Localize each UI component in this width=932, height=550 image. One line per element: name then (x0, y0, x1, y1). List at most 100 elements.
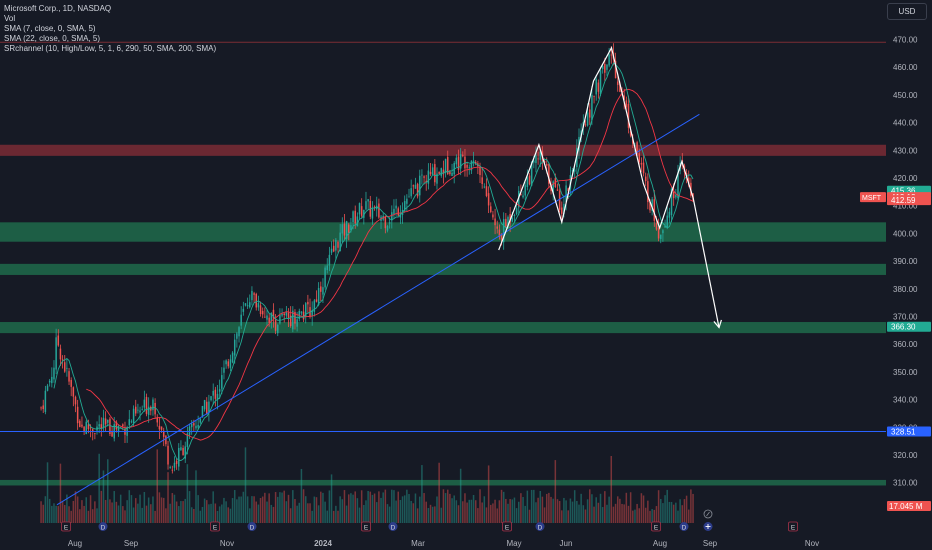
candle (51, 367, 53, 388)
candle-body (98, 424, 100, 427)
legend-srchannel[interactable]: SRchannel (10, High/Low, 5, 1, 6, 290, 5… (4, 44, 217, 53)
volume-bar (386, 504, 389, 523)
candle (335, 237, 337, 260)
candle-body (68, 371, 70, 382)
candle-body (335, 239, 337, 251)
candle (70, 377, 72, 397)
candle-body (363, 209, 365, 218)
candle-body (348, 224, 350, 233)
volume-bar (190, 507, 193, 523)
symbol-badge[interactable]: MSFT (860, 192, 886, 203)
legend-sma22[interactable]: SMA (22, close, 0, SMA, 5) (4, 34, 101, 43)
volume-bar (436, 496, 438, 523)
candle (520, 184, 522, 196)
candle-body (72, 387, 75, 397)
legend-volume[interactable]: Vol (4, 14, 16, 23)
volume-bar (410, 500, 412, 523)
volume-bar (274, 492, 277, 523)
candle-body (251, 290, 253, 301)
volume-bar (636, 503, 638, 523)
candle-body (410, 188, 412, 197)
candle-body (649, 202, 651, 211)
candle (490, 202, 492, 214)
volume-bar (515, 508, 518, 523)
candle-body (522, 195, 524, 198)
volume-bar (373, 493, 376, 523)
add-event-icon[interactable] (703, 522, 713, 531)
volume-bar (356, 498, 359, 523)
candle (363, 209, 365, 225)
candle-body (644, 176, 647, 182)
earnings-marker[interactable]: E (361, 521, 371, 532)
volume-bar (382, 492, 384, 523)
earnings-marker-bg (502, 521, 512, 532)
candle-body (231, 352, 234, 363)
candle-body (139, 410, 141, 413)
legend-title[interactable]: Microsoft Corp., 1D, NASDAQ (4, 4, 112, 13)
volume-bar (178, 506, 180, 523)
candle-body (165, 435, 167, 445)
earnings-marker[interactable]: E (210, 521, 220, 532)
volume-bar (201, 506, 204, 523)
earnings-marker[interactable]: E (61, 521, 71, 532)
split-icon[interactable] (703, 509, 713, 519)
dividend-marker[interactable]: D (535, 522, 545, 532)
volume-bar (565, 500, 567, 523)
candle-body (182, 447, 184, 456)
currency-button[interactable]: USD (887, 3, 927, 20)
dividend-marker[interactable]: D (388, 522, 398, 532)
dividend-marker[interactable]: D (98, 522, 108, 532)
candle (117, 424, 120, 437)
candle-body (479, 166, 481, 176)
candle (225, 359, 227, 369)
volume-bar (218, 506, 221, 523)
volume-bar (464, 493, 466, 523)
volume-bar (632, 510, 634, 523)
dividend-marker[interactable]: D (247, 522, 257, 532)
candle-body (449, 171, 451, 175)
volume-bar (595, 497, 597, 523)
candle (412, 184, 415, 195)
earnings-marker[interactable]: E (502, 521, 512, 532)
candle-body (122, 424, 124, 427)
candle-body (199, 418, 202, 423)
event-marker-letter: E (505, 525, 510, 532)
candle-body (283, 313, 285, 316)
x-tick-label: Sep (703, 539, 718, 548)
volume-bar (154, 510, 156, 523)
candle-body (160, 426, 163, 430)
volume-bar (612, 506, 615, 523)
candle-body (320, 286, 322, 292)
volume-bar (89, 495, 92, 523)
dividend-marker[interactable]: D (679, 522, 689, 532)
volume-bar (578, 504, 580, 523)
volume-bar (406, 489, 408, 523)
volume-bar (597, 502, 600, 523)
dividend-marker-bg (388, 522, 398, 531)
volume-bar (111, 502, 113, 523)
candle (68, 368, 70, 386)
candle (502, 212, 505, 250)
volume-bar (505, 498, 507, 523)
candle-body (317, 288, 320, 305)
volume-bar (466, 502, 468, 523)
candle-body (586, 112, 589, 126)
candle-body (322, 287, 324, 295)
earnings-marker[interactable]: E (651, 521, 661, 532)
volume-bar (281, 492, 283, 523)
volume-bar (479, 489, 481, 523)
candle-body (494, 218, 496, 226)
volume-bar (440, 507, 443, 523)
earnings-marker[interactable]: E (788, 521, 798, 532)
candle-body (421, 174, 423, 176)
volume-bar (134, 498, 137, 523)
candle (459, 148, 462, 176)
candle-body (134, 406, 137, 414)
candle (360, 198, 363, 219)
volume-bar (46, 462, 49, 523)
volume-bar (249, 508, 251, 523)
candle-body (277, 324, 279, 334)
legend-sma7[interactable]: SMA (7, close, 0, SMA, 5) (4, 24, 96, 33)
candle (246, 297, 249, 309)
